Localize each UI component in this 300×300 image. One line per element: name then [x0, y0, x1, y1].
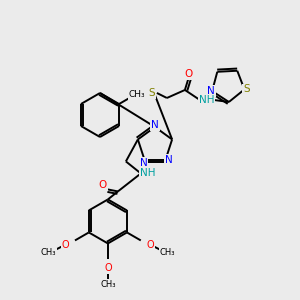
Text: NH: NH — [199, 95, 214, 105]
Text: CH₃: CH₃ — [129, 90, 146, 99]
Text: N: N — [207, 86, 215, 96]
Text: O: O — [99, 180, 107, 190]
Text: NH: NH — [140, 168, 156, 178]
Text: O: O — [61, 240, 69, 250]
Text: O: O — [146, 240, 154, 250]
Text: CH₃: CH₃ — [100, 280, 116, 289]
Text: N: N — [151, 120, 159, 130]
Text: CH₃: CH₃ — [40, 248, 56, 257]
Text: O: O — [185, 69, 193, 79]
Text: O: O — [104, 263, 112, 273]
Text: N: N — [165, 154, 172, 165]
Text: CH₃: CH₃ — [160, 248, 176, 257]
Text: N: N — [140, 158, 147, 168]
Text: S: S — [243, 84, 250, 94]
Text: S: S — [148, 88, 155, 98]
